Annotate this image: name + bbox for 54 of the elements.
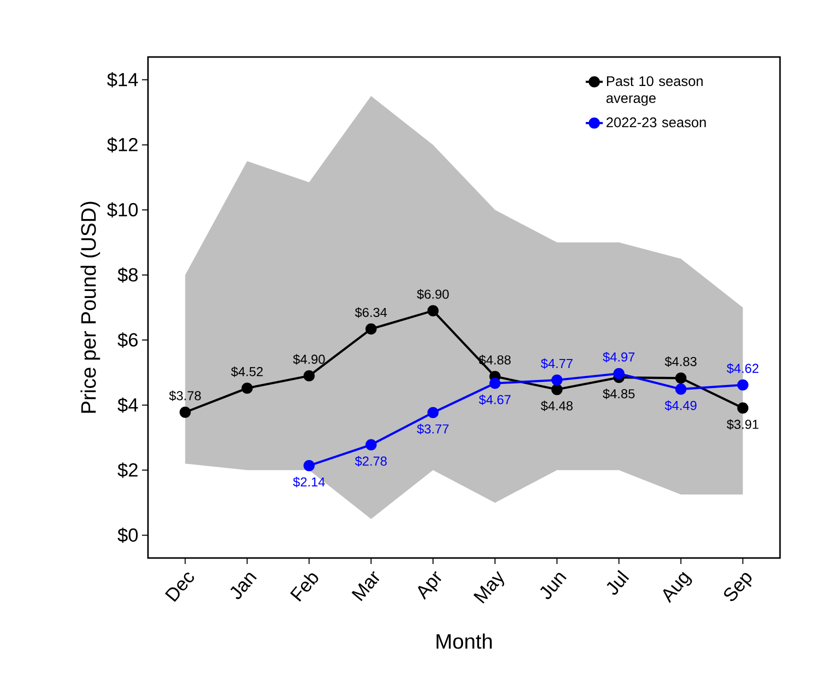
- data-label: $4.77: [540, 358, 572, 369]
- point: [737, 379, 748, 391]
- point: [489, 378, 501, 389]
- y-tick-label: $4: [118, 397, 138, 413]
- y-tick-label: $14: [107, 72, 138, 88]
- x-tick-label: Jan: [230, 572, 257, 600]
- point: [737, 402, 748, 414]
- point: [365, 323, 377, 335]
- y-tick-label: $0: [118, 528, 138, 543]
- data-label: $3.91: [726, 419, 758, 430]
- legend-label: 2022-23 season: [606, 117, 706, 128]
- point: [242, 382, 253, 394]
- data-label: $4.52: [231, 366, 263, 377]
- x-tick-label: Mar: [352, 571, 380, 602]
- point: [427, 406, 439, 418]
- y-tick-label: $8: [118, 267, 138, 283]
- y-tick-label: $6: [118, 332, 138, 348]
- y-tick-label: $2: [118, 462, 138, 478]
- point: [675, 384, 686, 395]
- x-tick-label: Jun: [540, 572, 567, 600]
- y-tick-label: $10: [107, 202, 138, 218]
- y-axis-title: Price per Pound (USD): [80, 202, 100, 413]
- data-label: $3.78: [169, 390, 201, 402]
- data-label: $4.90: [293, 354, 325, 365]
- point: [180, 406, 191, 418]
- data-label: $6.34: [355, 307, 387, 318]
- x-axis-title: Month: [436, 633, 492, 649]
- data-label: $4.62: [726, 363, 758, 374]
- y-tick-label: $12: [107, 137, 138, 152]
- data-label: $4.97: [602, 352, 634, 362]
- point: [365, 439, 377, 450]
- x-tick-label: Jul: [606, 570, 630, 595]
- data-label: $4.67: [478, 394, 511, 405]
- data-label: $2.14: [293, 476, 325, 488]
- point: [304, 460, 315, 472]
- x-tick-label: Aug: [663, 572, 692, 604]
- point: [613, 368, 625, 380]
- x-tick-label: Sep: [724, 573, 752, 602]
- data-label: $4.48: [540, 400, 573, 412]
- point: [551, 374, 563, 386]
- legend-label: Past 10 season average: [606, 76, 703, 106]
- point: [427, 305, 439, 316]
- x-tick-label: Feb: [290, 573, 318, 602]
- data-label: $2.78: [355, 456, 387, 466]
- point: [551, 384, 563, 396]
- point: [675, 372, 686, 384]
- point: [304, 370, 315, 382]
- data-label: $3.77: [416, 424, 449, 434]
- data-label: $4.49: [664, 400, 696, 411]
- x-tick-label: Apr: [418, 571, 442, 600]
- data-label: $4.85: [602, 388, 635, 400]
- data-label: $6.90: [416, 289, 449, 300]
- x-tick-label: Dec: [164, 572, 194, 602]
- data-label: $4.83: [664, 356, 697, 367]
